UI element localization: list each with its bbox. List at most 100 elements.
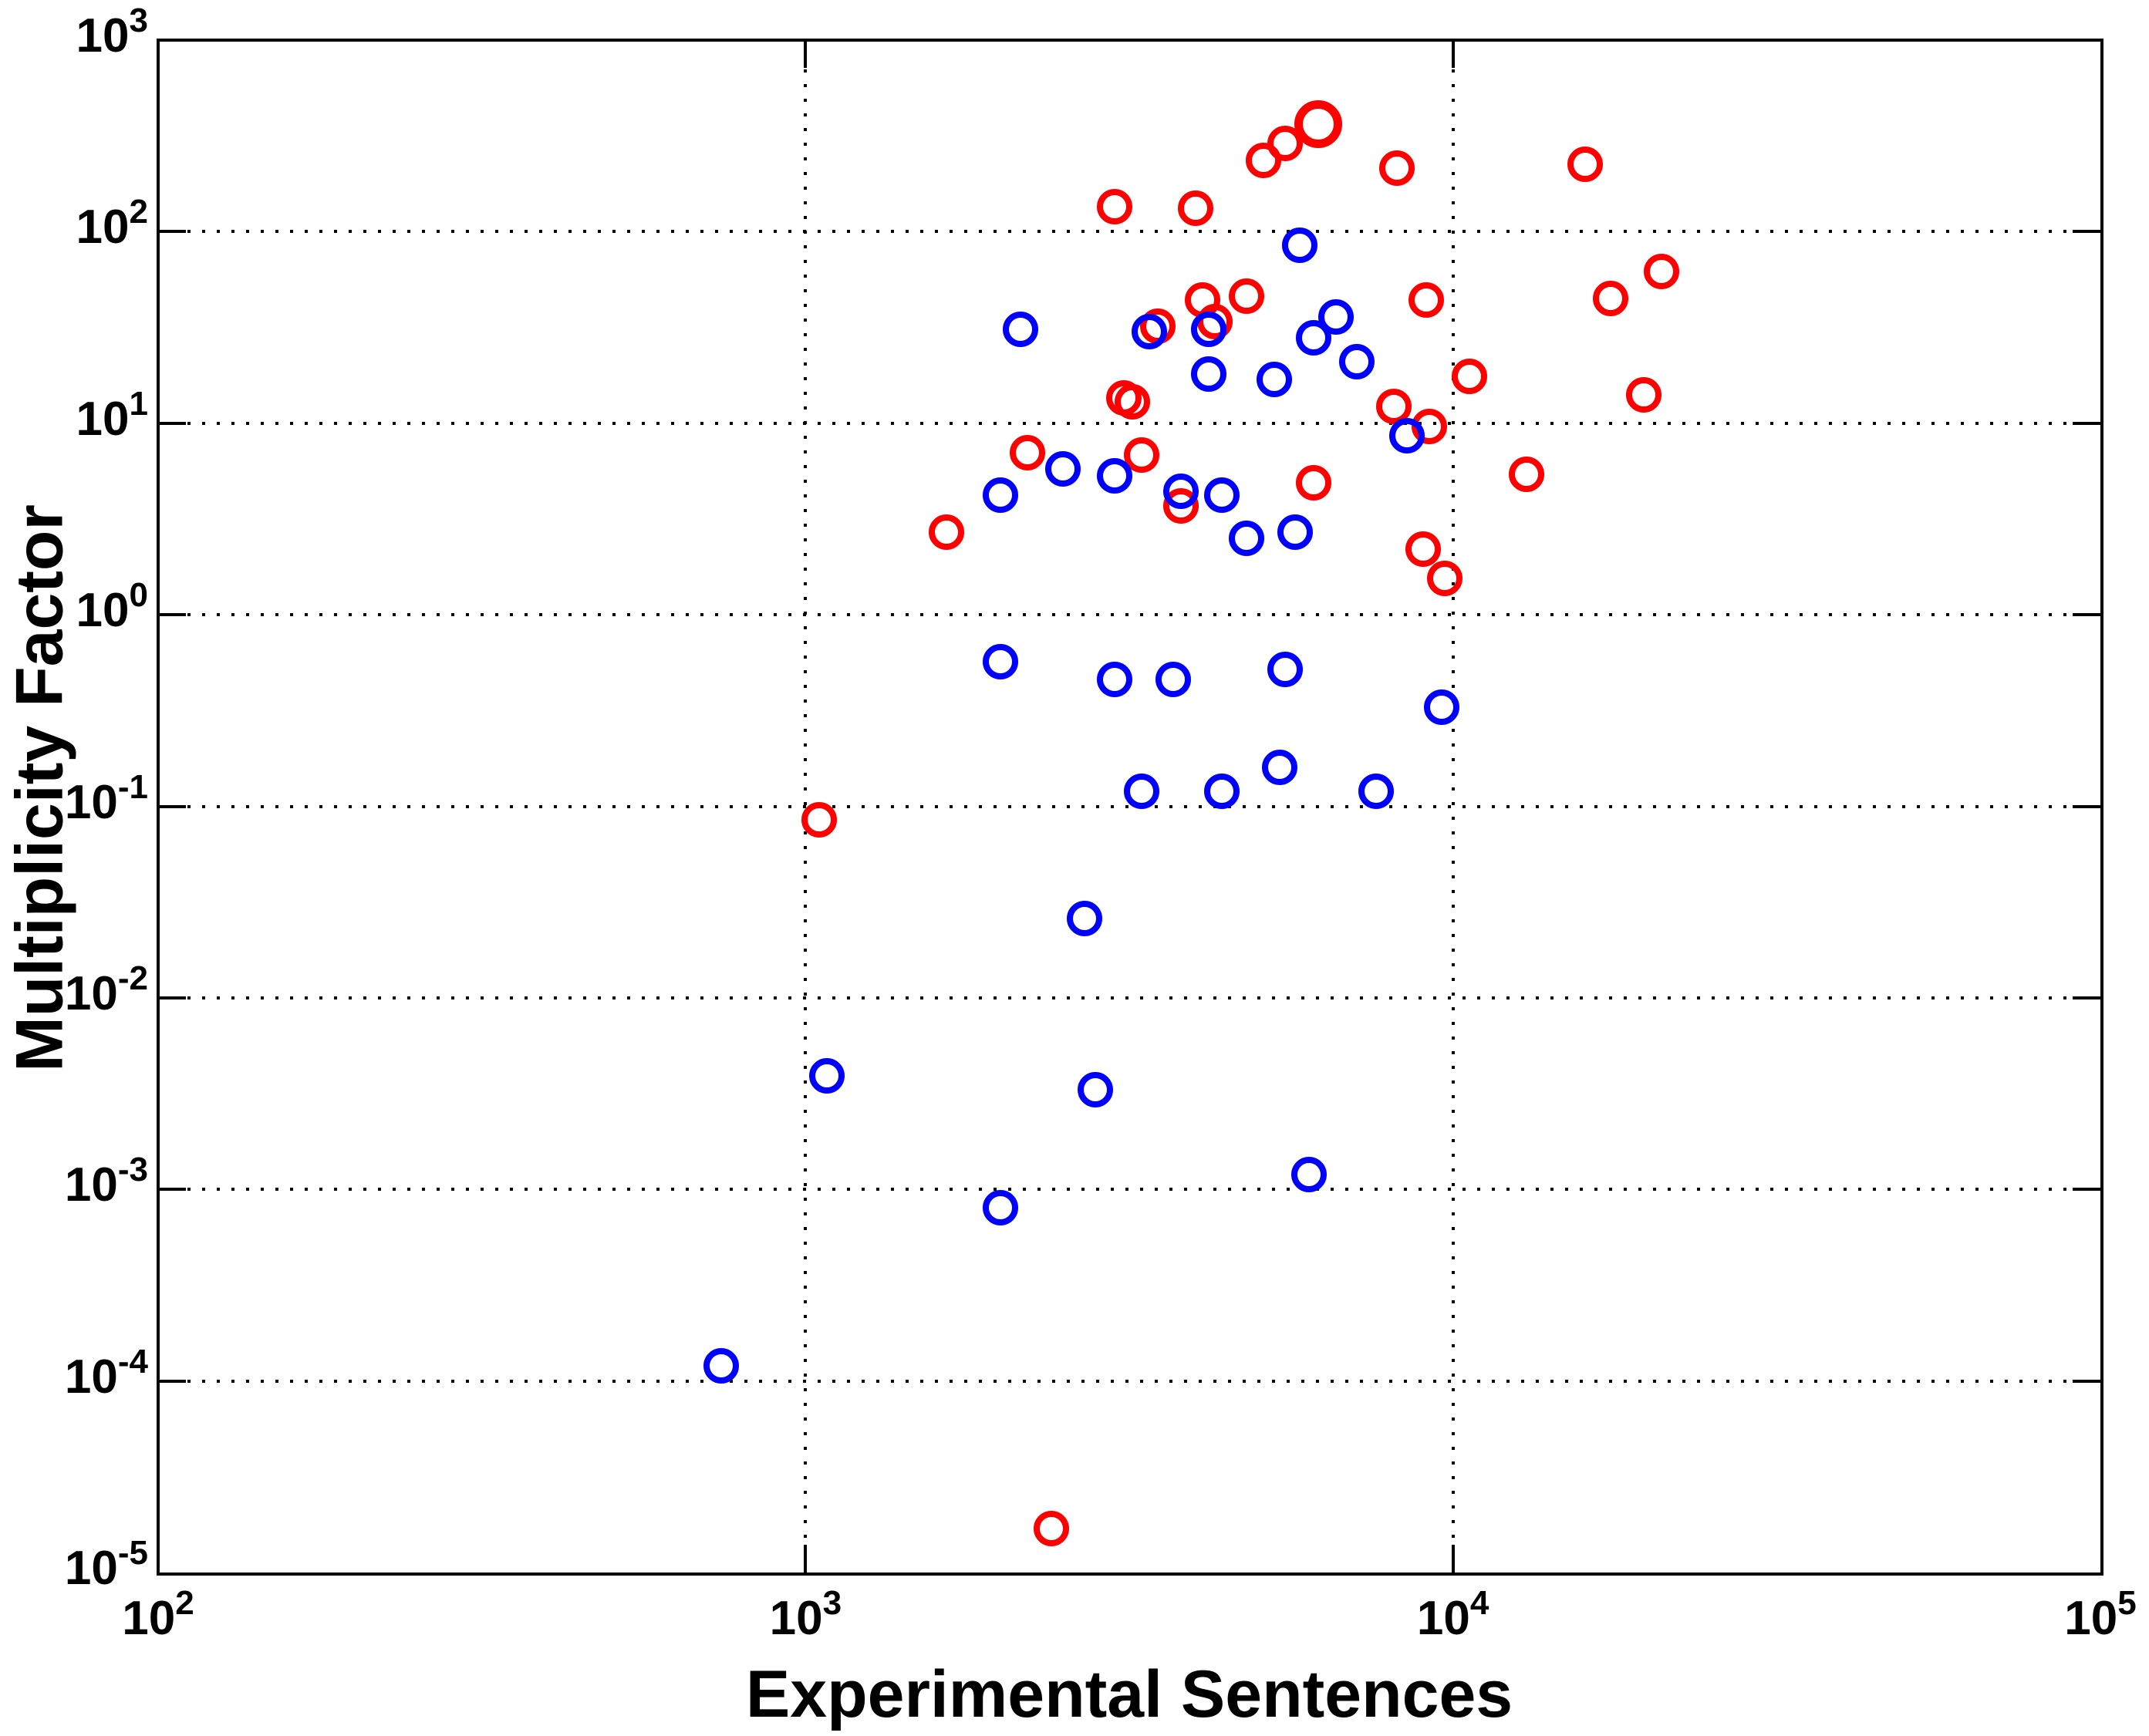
tick-label-base: 10 [769, 1592, 823, 1645]
y-tick-mark-left [158, 613, 186, 617]
data-point-marker-red-circles [1509, 457, 1545, 493]
data-point-marker-blue-circles [1291, 1156, 1328, 1192]
data-point-marker-blue-circles [982, 1190, 1018, 1226]
data-point-marker-blue-circles [982, 643, 1018, 679]
y-tick-mark-right [2073, 1379, 2100, 1383]
data-point-marker-blue-circles [809, 1058, 845, 1094]
y-tick-mark-right [2073, 613, 2100, 617]
x-tick-label: 104 [1416, 1586, 1489, 1645]
y-tick-mark-left [158, 804, 186, 808]
data-point-marker-red-circles [1294, 99, 1343, 148]
tick-label-exponent: 4 [1469, 1584, 1489, 1622]
tick-label-exponent: 2 [175, 1584, 194, 1622]
data-point-marker-red-circles [1009, 435, 1045, 471]
y-tick-mark-left [158, 996, 186, 999]
tick-label-base: 10 [64, 1542, 118, 1596]
data-point-marker-blue-circles [1267, 651, 1303, 687]
data-point-marker-blue-circles [1003, 311, 1039, 347]
tick-label-exponent: 3 [129, 2, 148, 40]
x-tick-mark-top [804, 40, 808, 68]
data-point-marker-blue-circles [1162, 474, 1199, 510]
tick-label-base: 10 [76, 584, 130, 638]
h-gridline [158, 230, 2100, 234]
tick-label-exponent: -4 [117, 1342, 148, 1380]
y-tick-label: 100 [76, 578, 148, 638]
data-point-marker-blue-circles [1077, 1072, 1113, 1108]
data-point-marker-blue-circles [982, 477, 1018, 514]
tick-label-exponent: 2 [129, 193, 148, 231]
data-point-marker-red-circles [1567, 146, 1603, 182]
data-point-marker-blue-circles [1257, 361, 1293, 397]
h-gridline [158, 996, 2100, 999]
data-point-marker-red-circles [1375, 389, 1412, 425]
x-axis-title: Experimental Sentences [745, 1657, 1513, 1731]
data-point-marker-blue-circles [1318, 298, 1355, 335]
y-tick-mark-left [158, 230, 186, 234]
x-tick-label: 103 [769, 1586, 842, 1645]
y-tick-label: 10-1 [64, 770, 148, 829]
data-point-marker-red-circles [1296, 464, 1332, 501]
tick-label-base: 10 [64, 775, 118, 829]
y-tick-label: 10-2 [64, 961, 148, 1020]
v-gridline [1451, 40, 1455, 1573]
data-point-marker-red-circles [801, 802, 838, 838]
data-point-marker-blue-circles [1229, 521, 1265, 557]
data-point-marker-blue-circles [1045, 450, 1081, 487]
data-point-marker-blue-circles [703, 1347, 739, 1384]
data-point-marker-blue-circles [1296, 319, 1332, 356]
tick-label-base: 10 [64, 966, 118, 1020]
data-point-marker-blue-circles [1132, 314, 1168, 350]
data-point-marker-blue-circles [1155, 661, 1192, 697]
data-point-marker-blue-circles [1204, 773, 1240, 809]
data-point-marker-blue-circles [1338, 343, 1375, 379]
data-point-marker-red-circles [1123, 437, 1159, 474]
y-tick-mark-right [2073, 804, 2100, 808]
y-tick-label: 10-5 [64, 1536, 148, 1596]
data-point-marker-blue-circles [1123, 773, 1159, 809]
data-point-marker-blue-circles [1277, 514, 1313, 550]
y-tick-label: 10-4 [64, 1344, 148, 1404]
data-point-marker-blue-circles [1389, 418, 1425, 454]
data-point-marker-blue-circles [1358, 773, 1394, 809]
data-point-marker-red-circles [1625, 377, 1662, 413]
y-axis-title: Multiplicity Factor [2, 504, 77, 1072]
data-point-marker-red-circles [1034, 1510, 1070, 1546]
data-point-marker-red-circles [1177, 190, 1213, 227]
x-tick-mark-bottom [1451, 1545, 1455, 1573]
y-tick-mark-right [2073, 230, 2100, 234]
y-tick-mark-left [158, 421, 186, 425]
tick-label-exponent: 3 [822, 1584, 842, 1622]
tick-label-base: 10 [76, 9, 130, 63]
data-point-marker-red-circles [1096, 189, 1132, 224]
tick-label-base: 10 [64, 1350, 118, 1404]
data-point-marker-red-circles [1405, 531, 1442, 568]
h-gridline [158, 1379, 2100, 1383]
x-tick-mark-bottom [804, 1545, 808, 1573]
tick-label-exponent: -5 [117, 1534, 148, 1573]
tick-label-base: 10 [64, 1158, 118, 1212]
h-gridline [158, 1188, 2100, 1192]
data-point-marker-blue-circles [1096, 458, 1132, 494]
tick-label-base: 10 [76, 392, 130, 446]
tick-label-exponent: -3 [117, 1151, 148, 1189]
tick-label-base: 10 [1416, 1592, 1470, 1645]
h-gridline [158, 804, 2100, 808]
tick-label-exponent: 1 [129, 384, 148, 423]
y-tick-mark-left [158, 1188, 186, 1192]
y-tick-mark-right [2073, 1188, 2100, 1192]
h-gridline [158, 613, 2100, 617]
data-point-marker-blue-circles [1282, 227, 1318, 263]
data-point-marker-blue-circles [1423, 689, 1459, 725]
data-point-marker-red-circles [1229, 278, 1265, 315]
data-point-marker-blue-circles [1096, 661, 1132, 697]
tick-label-exponent: 5 [2117, 1584, 2137, 1622]
x-tick-mark-top [1451, 40, 1455, 68]
data-point-marker-red-circles [1408, 281, 1445, 318]
data-point-marker-red-circles [1644, 253, 1680, 289]
tick-label-exponent: 0 [129, 576, 148, 615]
data-point-marker-red-circles [1115, 384, 1151, 420]
y-tick-label: 101 [76, 386, 148, 446]
y-tick-mark-right [2073, 421, 2100, 425]
y-tick-label: 102 [76, 195, 148, 251]
